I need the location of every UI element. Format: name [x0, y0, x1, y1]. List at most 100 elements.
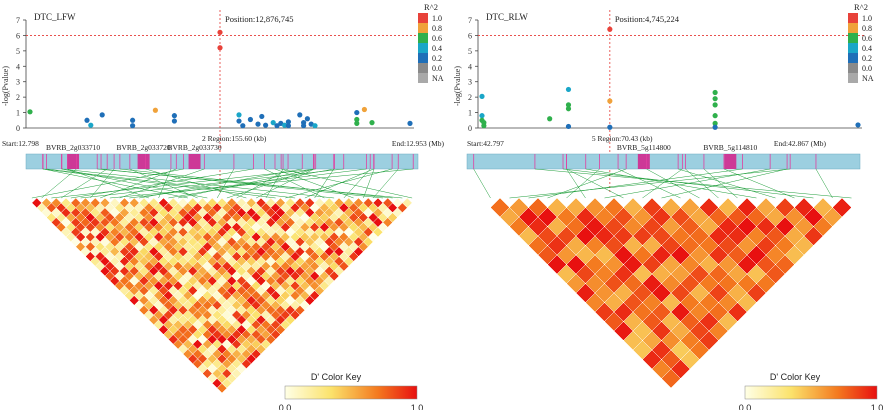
region-bar [466, 153, 861, 170]
legend-label: 0.0 [862, 64, 872, 73]
snp-point [369, 120, 375, 126]
legend-swatch [418, 43, 428, 53]
colorkey-bar [284, 385, 418, 400]
y-axis-label: -log(Pvalue) [1, 66, 10, 106]
snp-connector [274, 168, 354, 199]
snp-point [240, 123, 246, 129]
snp-connector [109, 168, 414, 199]
legend-label: NA [432, 74, 444, 83]
snp-point [361, 106, 367, 113]
snp-point [547, 116, 553, 122]
snp-point [88, 122, 94, 128]
panel-left: 0 1 2 3 4 5 6 7 -log(Pvalue) DTC_LFW Position:12,8… [1, 2, 444, 410]
y-tick-label: 0 [468, 124, 472, 133]
snp-connector [547, 168, 627, 199]
snp-connector [617, 168, 681, 199]
snp-point [259, 113, 265, 120]
legend-label: 1.0 [432, 14, 442, 23]
legend-swatch [848, 43, 858, 53]
legend-swatch [848, 33, 858, 43]
snp-point [263, 122, 269, 128]
snp-point [297, 112, 303, 118]
legend-swatch [848, 73, 858, 83]
legend-label: 0.0 [432, 64, 442, 73]
y-tick-label: 2 [468, 93, 472, 102]
snp-point [565, 123, 572, 130]
region-label: 5 Region:70.43 (kb) [592, 134, 653, 143]
snp-connector [51, 168, 316, 199]
gene-label: BVRB_5g114810 [703, 143, 757, 152]
end-label: End:12.953 (Mb) [392, 139, 445, 148]
snp-connector [61, 168, 335, 199]
snp-point [130, 123, 136, 129]
snp-connector [314, 168, 334, 199]
snp-point [712, 113, 718, 119]
snp-point [285, 119, 291, 125]
legend-swatch [848, 63, 858, 73]
legend-label: 0.6 [432, 34, 442, 43]
snp-connector [178, 168, 314, 199]
snp-connector [534, 168, 852, 199]
trait-title: DTC_LFW [34, 12, 76, 22]
snp-connector [685, 168, 719, 199]
legend-label: 1.0 [862, 14, 872, 23]
snp-connector [566, 168, 624, 199]
snp-connector [236, 168, 289, 199]
snp-point [171, 118, 177, 124]
colorkey-max: 1.0 [871, 403, 884, 410]
legend-title: R^2 [424, 2, 438, 12]
snp-point [270, 120, 276, 126]
snp-connector [43, 168, 188, 199]
snp-connector [281, 168, 413, 199]
y-tick-label: 1 [16, 109, 20, 118]
snp-connector [566, 168, 600, 199]
legend-label: 0.4 [432, 44, 442, 53]
end-label: End:42.867 (Mb) [774, 139, 827, 148]
snp-point [354, 109, 360, 116]
peak-position-label: Position:4,745,224 [615, 14, 680, 24]
y-tick-label: 5 [468, 47, 472, 56]
snp-connector [723, 168, 795, 199]
snp-connector [562, 168, 814, 199]
colorkey-max: 1.0 [411, 403, 424, 410]
gene-block [188, 154, 201, 169]
y-tick-label: 0 [16, 124, 20, 133]
y-tick-label: 3 [16, 78, 20, 87]
snp-connector [372, 168, 399, 199]
snp-connector [90, 168, 115, 199]
y-tick-label: 7 [468, 16, 472, 25]
snp-connector [226, 168, 314, 199]
snp-point [152, 107, 158, 113]
snp-point [712, 96, 718, 102]
snp-point [274, 123, 280, 129]
colorkey-title: D' Color Key [770, 372, 821, 382]
snp-point [607, 124, 613, 130]
snp-point [236, 118, 242, 124]
panel-right: 0 1 2 3 4 5 6 7 -log(Pvalue) DTC_RLW Position:4,74… [453, 2, 883, 410]
legend-label: 0.4 [862, 44, 872, 53]
y-tick-label: 5 [16, 47, 20, 56]
colorkey-min: 0.0 [279, 403, 292, 410]
snp-point [479, 113, 485, 119]
legend-swatch [418, 23, 428, 33]
gene-block [137, 154, 150, 169]
y-tick-label: 6 [468, 31, 472, 40]
snp-connector [41, 168, 77, 199]
start-label: Start:12.798 [2, 139, 39, 148]
snp-connector [97, 168, 403, 199]
ld-cell [832, 197, 852, 218]
snp-connector [216, 168, 235, 199]
y-axis-label: -log(Pvalue) [453, 66, 462, 106]
trait-title: DTC_RLW [486, 12, 528, 22]
snp-connector [129, 168, 198, 199]
legend-label: 0.8 [432, 24, 442, 33]
snp-connector [642, 168, 683, 199]
legend-label: 0.2 [432, 54, 442, 63]
snp-connector [646, 168, 700, 199]
snp-point [354, 116, 360, 123]
legend-swatch [848, 23, 858, 33]
snp-connector [473, 168, 491, 199]
snp-connector [703, 168, 738, 199]
snp-point [217, 29, 223, 35]
